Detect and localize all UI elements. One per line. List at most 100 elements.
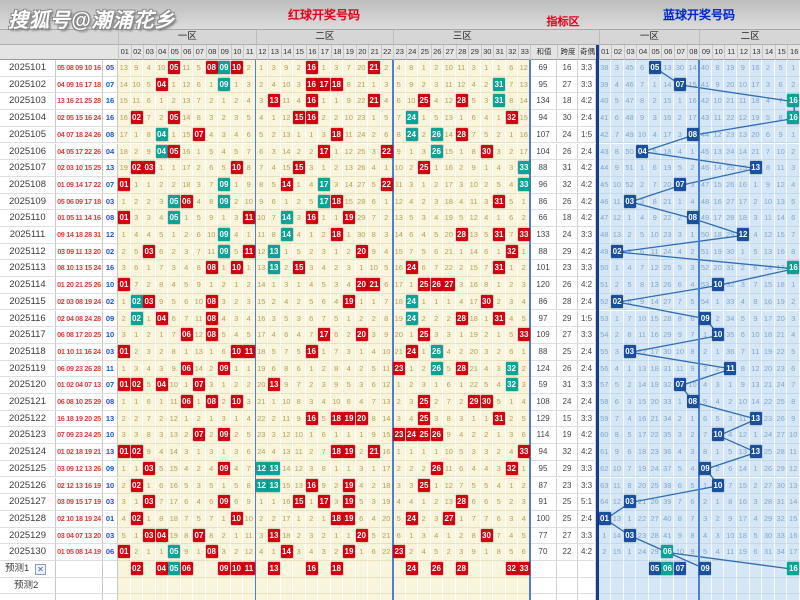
blue-cell (623, 561, 637, 578)
red-ball: 01 (118, 545, 130, 559)
indicator-cell: 69 (530, 60, 557, 77)
blue-cell: 14 (711, 160, 725, 177)
red-cell: 3 (218, 410, 231, 428)
red-col-header: 31 (493, 45, 506, 60)
blue-cell: 10 (762, 193, 775, 211)
red-cell: 5 (180, 477, 193, 495)
indicator-cell: 94 (530, 444, 557, 461)
red-cell: 1 (180, 410, 193, 428)
red-ball: 23 (393, 545, 405, 559)
indicator-cell: 2:4 (578, 360, 596, 378)
red-cell: 3 (355, 460, 368, 478)
indicator-cell: 95 (530, 460, 557, 478)
blue-cell: 15 (762, 277, 775, 294)
blue-cell: 27 (648, 510, 662, 528)
red-cell: 4 (368, 510, 381, 528)
red-cell: 6 (393, 93, 406, 111)
red-cell: 1 (493, 327, 506, 344)
red-cell: 1 (355, 293, 368, 311)
red-cell: 3 (118, 327, 131, 344)
blue-cell: 17 (648, 343, 662, 361)
red-cell: 2 (205, 93, 218, 111)
blue-cell: 1 (711, 343, 725, 361)
indicator-cell (530, 561, 557, 578)
red-cell: 5 (443, 360, 456, 378)
blue-cell: 30 (774, 477, 788, 495)
drawn-reds-cell: 06 08 10 25 29 30 (56, 394, 103, 422)
indicator-cell: 3:3 (578, 527, 596, 545)
blue-cell: 09 (699, 310, 712, 328)
red-cell: 12 (393, 193, 406, 211)
red-cell: 2 (230, 427, 243, 445)
red-cell: 3 (493, 143, 506, 161)
red-cell: 2 (293, 293, 306, 311)
blue-cell: 13 (787, 477, 800, 495)
red-cell: 8 (368, 410, 381, 428)
blue-cell: 13 (661, 60, 675, 77)
red-cell: 2 (505, 410, 518, 428)
red-cell: 2 (430, 176, 443, 194)
red-cell (343, 594, 356, 600)
red-cell: 2 (230, 544, 243, 561)
red-cell: 06 (180, 360, 193, 378)
blue-cell (787, 594, 800, 600)
red-ball: 19 (343, 211, 355, 225)
prediction-close-icon[interactable]: ✕ (35, 564, 46, 575)
red-cell: 1 (143, 510, 156, 528)
red-cell: 3 (118, 427, 131, 445)
red-cell: 14 (280, 176, 293, 194)
blue-cell: 03 (623, 193, 637, 211)
red-cell: 24 (355, 126, 368, 144)
red-cell: 12 (180, 76, 193, 94)
red-cell: 1 (418, 494, 431, 511)
blue-cell (598, 594, 612, 600)
red-cell: 4 (268, 444, 281, 461)
red-cell: 10 (130, 76, 143, 94)
blue-cell: 9 (636, 293, 649, 311)
red-cell: 31 (493, 310, 506, 328)
red-cell: 2 (368, 477, 381, 495)
blue-cell: 7 (787, 377, 800, 394)
red-cell: 20 (355, 527, 368, 545)
blue-cell: 6 (636, 243, 649, 261)
blue-cell (762, 561, 775, 578)
blue-cell (724, 561, 738, 578)
indicator-cell: 22 (557, 544, 578, 561)
blue-cell: 5 (611, 93, 624, 111)
red-cell: 04 (155, 561, 168, 578)
blue-cell: 4 (711, 394, 725, 411)
red-cell: 5 (505, 327, 518, 344)
red-cell: 4 (368, 160, 381, 177)
blue-cell: 31 (762, 544, 775, 561)
red-cell: 09 (218, 494, 231, 511)
blue-cell: 25 (724, 160, 738, 177)
blue-cell: 50 (699, 227, 712, 244)
indicator-cell: 1:5 (578, 310, 596, 328)
blue-cell: 5 (648, 143, 662, 161)
red-cell: 3 (418, 143, 431, 161)
red-cell: 2 (455, 260, 468, 278)
red-cell: 5 (493, 394, 506, 411)
blue-cell: 57 (598, 377, 612, 394)
red-cell: 2 (218, 394, 231, 411)
red-cell: 25 (418, 394, 431, 411)
blue-col-header: 13 (749, 45, 763, 60)
blue-cell: 50 (598, 260, 612, 278)
drawn-blue-cell: 07 (103, 176, 118, 194)
red-cell: 19 (168, 527, 181, 545)
blue-cell: 52 (623, 176, 637, 194)
blue-cell: 19 (749, 110, 763, 127)
red-cell: 3 (318, 544, 331, 561)
blue-cell: 11 (674, 360, 687, 378)
blue-cell: 12 (611, 494, 624, 511)
blue-cell: 9 (611, 160, 624, 177)
red-cell: 09 (218, 427, 231, 445)
red-ball: 25 (418, 94, 430, 108)
red-cell: 18 (330, 444, 343, 461)
red-cell (405, 594, 418, 600)
blue-cell: 32 (724, 277, 738, 294)
red-cell: 4 (305, 176, 318, 194)
red-cell: 6 (330, 327, 343, 344)
blue-cell: 33 (724, 293, 738, 311)
red-cell: 2 (418, 460, 431, 478)
